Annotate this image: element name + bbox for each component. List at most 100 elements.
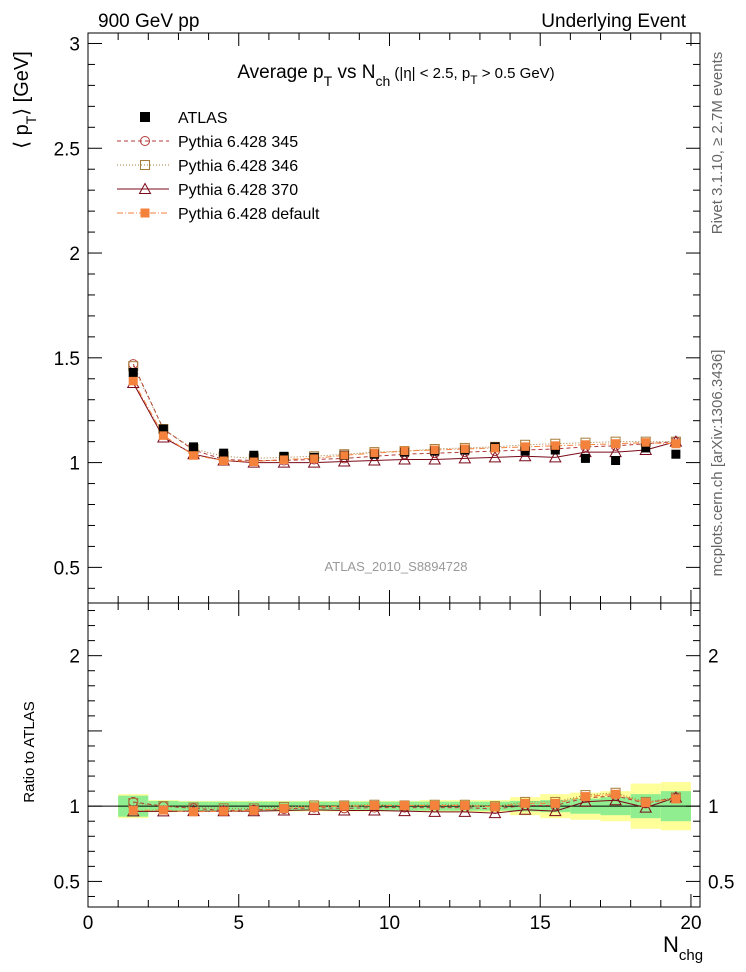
series-marker-4-top [641,438,650,447]
y-tick-label: 1 [69,454,80,475]
legend-label-atlas: ATLAS [178,110,228,127]
ratio-y-tick-label-right: 1 [708,797,719,818]
legend-label-3: Pythia 6.428 370 [178,182,298,199]
ratio-marker-4 [671,794,681,804]
ratio-marker-3 [428,805,442,817]
x-tick-label: 0 [83,913,94,934]
series-marker-3 [488,450,502,463]
series-marker-4-top [611,439,620,448]
atlas-data-point [520,446,530,456]
ratio-marker-4 [641,798,651,808]
ratio-y-tick-label: 1 [69,797,80,818]
series-line-1 [132,363,676,461]
atlas-data-point [611,456,621,465]
series-marker-4-top [129,376,138,385]
ratio-marker-4 [460,800,470,810]
series-marker-3 [398,452,411,465]
ratio-marker-4 [309,802,319,812]
series-marker-4-top [370,449,379,458]
atlas-data-point [580,453,590,463]
ratio-marker-4 [580,792,590,802]
x-axis-label: Nchg [663,932,703,964]
series-marker-4-top [581,440,590,449]
series-marker-4-top [490,443,499,452]
series-marker-3 [337,455,351,467]
atlas-data-point [219,448,229,458]
atlas-data-point [671,449,681,459]
series-marker-4-top [430,446,439,455]
series-marker-3 [518,449,532,462]
ratio-marker-3 [368,803,381,816]
ratio-marker-4 [611,789,621,799]
ratio-marker-3 [548,804,562,817]
header-process-label: Underlying Event [541,11,686,32]
series-marker-4-top [340,451,349,460]
atlas-data-point [550,445,560,455]
legend: ATLAS Pythia 6.428 345 Pythia 6.428 346 Pyt… [117,110,320,223]
ratio-marker-3 [458,805,472,817]
x-tick-label: 10 [379,913,400,934]
ratio-marker-4 [279,803,289,813]
ratio-marker-4 [158,805,168,815]
series-marker-4-top [159,431,168,440]
legend-marker-4 [140,208,150,218]
x-tick-label: 5 [233,913,244,934]
ratio-marker-4 [128,805,138,815]
ratio-y-tick-label: 0.5 [54,872,80,893]
series-marker-4-top [310,454,319,463]
mcplots-label: mcplots.cern.ch [arXiv:1306.3436] [709,350,726,577]
series-marker-3 [428,452,442,465]
ratio-series-group [126,787,683,819]
series-marker-4-top [279,455,288,464]
y-tick-label: 1.5 [54,349,80,370]
ratio-marker-3 [398,804,411,817]
ratio-marker-4 [520,798,530,808]
ratio-y-tick-label-right: 2 [708,647,719,668]
legend-label-1: Pythia 6.428 345 [178,134,298,151]
legend-marker-1 [140,136,150,146]
ratio-marker-4 [490,802,500,812]
ratio-marker-4 [339,801,349,811]
ratio-y-tick-label-right: 0.5 [708,872,734,893]
chart-title: Average pT vs Nch (|η| < 2.5, pT > 0.5 G… [237,62,554,89]
series-marker-4-top [521,442,530,451]
ratio-marker-3 [488,806,502,819]
ratio-marker-4 [550,798,560,808]
series-marker-4-top [189,451,198,460]
y-tick-label: 3 [69,34,80,55]
main-axis-ticks: 0.5 1 1.5 2 2.5 3 [54,33,700,616]
ratio-plot-frame [87,602,701,908]
y-tick-label: 2 [69,244,80,265]
series-marker-3 [368,453,381,466]
atlas-data-point [189,442,199,452]
legend-label-2: Pythia 6.428 346 [178,158,298,175]
series-marker-4-top [551,441,560,450]
atlas-data-point [641,443,651,453]
series-marker-4-top [219,456,228,465]
ratio-marker-4 [400,800,410,810]
main-series-group [126,359,683,468]
ratio-marker-4 [219,806,229,816]
ratio-marker-4 [189,807,199,817]
ratio-axis-ticks: 0 5 10 15 20 0.5 0.5 1 1 2 2 [54,610,734,934]
series-marker-3 [458,451,472,464]
series-marker-4-top [671,439,680,448]
legend-marker-3 [138,182,152,194]
legend-label-4: Pythia 6.428 default [178,206,320,223]
ratio-marker-3 [579,795,592,807]
series-marker-4-top [460,444,469,453]
rivet-label: Rivet 3.1.10, ≥ 2.7M events [709,52,726,235]
y-tick-label: 0.5 [54,558,80,579]
atlas-data-point [158,424,168,434]
y-tick-label: 2.5 [54,139,80,160]
series-marker-4-top [249,457,258,466]
y-axis-label: ⟨ pT⟩ [GeV] [11,51,39,149]
atlas-data-point [128,367,138,377]
ratio-marker-3 [609,793,622,806]
atlas-data-point [249,450,259,460]
ratio-marker-4 [369,800,379,810]
series-marker-4-top [400,447,409,456]
ratio-marker-4 [430,800,440,810]
x-tick-label: 15 [530,913,551,934]
